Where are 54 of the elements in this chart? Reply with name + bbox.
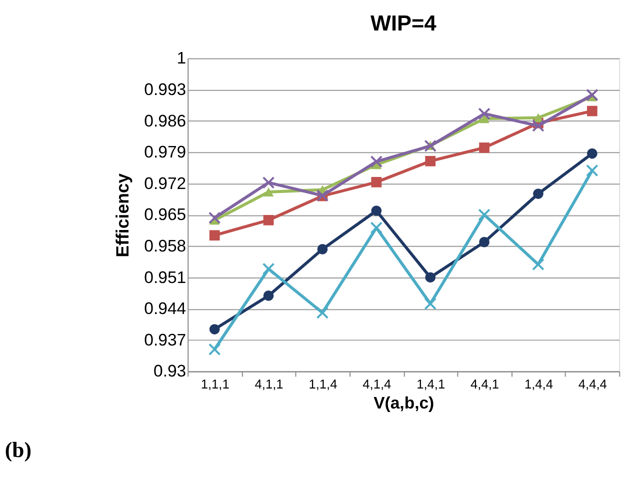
x-tick-label: 1,1,1 (200, 376, 230, 392)
point (424, 298, 437, 310)
x-tick-label: 4,4,1 (470, 376, 500, 392)
y-tick-label: 0.979 (144, 142, 186, 162)
y-tick-label: 0.937 (144, 330, 186, 350)
y-tick-label: 0.993 (144, 80, 186, 100)
y-tick-label: 1 (176, 48, 186, 68)
point (425, 156, 436, 166)
point (209, 230, 220, 241)
x-axis-title: V(a,b,c) (374, 393, 434, 412)
point (208, 212, 221, 224)
x-tick-label: 4,1,4 (362, 376, 392, 392)
point (263, 214, 274, 226)
point (371, 206, 382, 216)
point (316, 306, 329, 319)
chart-title: WIP=4 (370, 10, 436, 36)
point (532, 258, 544, 271)
x-tick-label: 1,1,4 (308, 376, 338, 392)
point (209, 324, 220, 334)
point (262, 262, 275, 276)
x-tick-label: 4,1,1 (254, 376, 284, 392)
point (317, 244, 328, 254)
point (586, 148, 598, 159)
point (586, 106, 598, 116)
point (370, 222, 383, 234)
point (479, 236, 490, 248)
point (424, 140, 437, 152)
point (478, 108, 490, 120)
x-tick-label: 1,4,1 (416, 376, 446, 392)
point (586, 88, 598, 102)
y-tick-label: 0.972 (144, 174, 186, 193)
point (479, 142, 490, 153)
x-tick-label: 1,4,4 (524, 376, 553, 392)
point (262, 176, 275, 189)
y-tick-label: 0.965 (144, 205, 186, 224)
point (208, 343, 221, 356)
point (263, 290, 274, 301)
point (478, 208, 490, 221)
point (532, 120, 544, 132)
text: (b) (4, 438, 32, 462)
x-tick-label: 4,4,4 (578, 376, 607, 392)
y-tick-label: 0.944 (144, 299, 186, 318)
y-tick-label: 0.951 (144, 268, 186, 287)
point (479, 114, 490, 124)
point (263, 187, 274, 196)
point (586, 164, 598, 177)
point (371, 176, 382, 188)
y-tick-label: 0.93 (153, 362, 186, 381)
y-tick-label: 0.986 (144, 111, 186, 130)
point (533, 188, 544, 199)
y-tick-label: 0.958 (144, 236, 186, 256)
point (425, 272, 436, 283)
point (370, 155, 383, 168)
y-axis-title: Efficiency (112, 173, 132, 258)
